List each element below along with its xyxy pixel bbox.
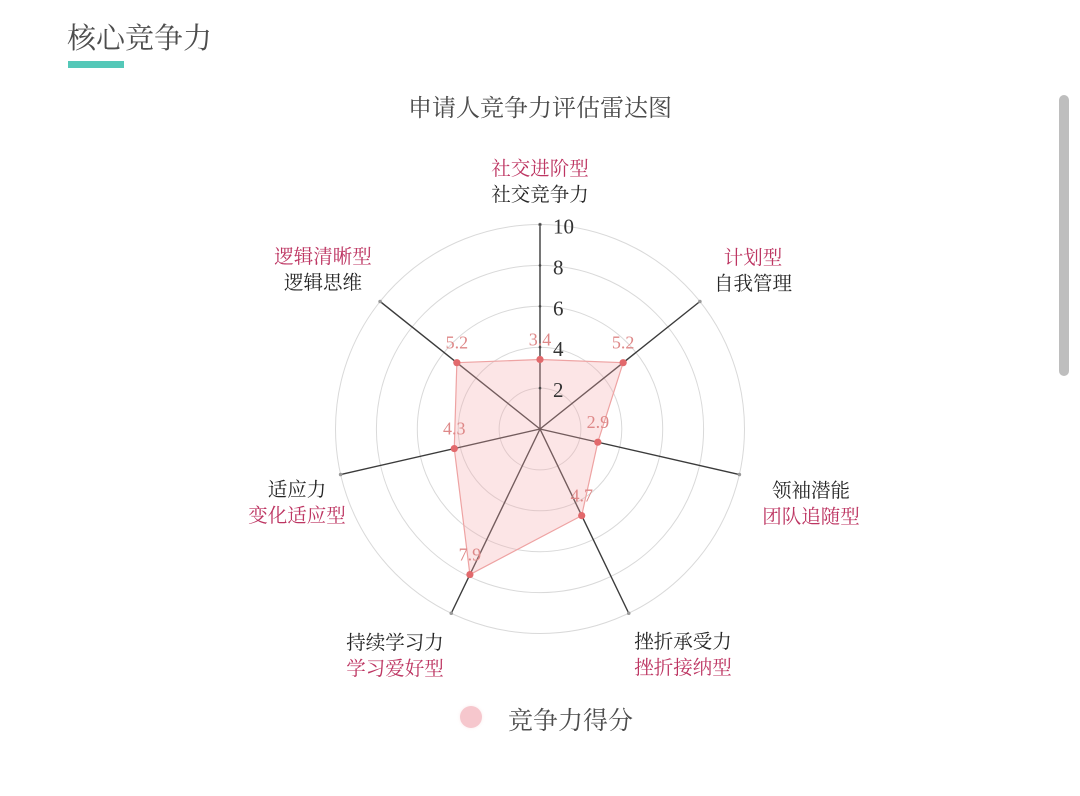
svg-text:5.2: 5.2 — [446, 333, 469, 353]
svg-text:4.7: 4.7 — [570, 486, 593, 506]
svg-text:8: 8 — [553, 255, 564, 279]
svg-text:6: 6 — [553, 296, 564, 320]
svg-text:3.4: 3.4 — [529, 329, 552, 349]
svg-text:2: 2 — [553, 378, 564, 402]
svg-text:7.9: 7.9 — [459, 545, 482, 565]
svg-text:2.9: 2.9 — [587, 412, 610, 432]
svg-text:4.3: 4.3 — [443, 419, 466, 439]
svg-text:5.2: 5.2 — [612, 333, 635, 353]
svg-text:10: 10 — [553, 215, 574, 239]
svg-text:4: 4 — [553, 337, 564, 361]
